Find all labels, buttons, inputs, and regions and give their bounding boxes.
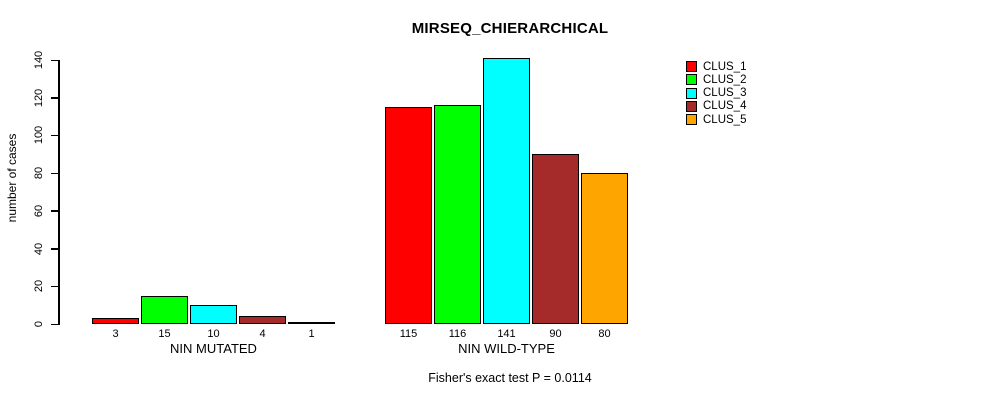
bar-value-label: 15 — [158, 328, 171, 340]
legend-item: CLUS_2 — [686, 73, 747, 86]
bar-clus_1 — [92, 318, 139, 324]
bar-value-label: 141 — [497, 328, 516, 340]
bar-label-row-1: 115 116 141 90 80 — [385, 328, 628, 340]
legend-label: CLUS_4 — [703, 100, 747, 113]
y-axis-tick — [51, 97, 59, 99]
bar-clus_5 — [288, 322, 335, 324]
bar-value-label: 90 — [549, 328, 562, 340]
fisher-test-annotation: Fisher's exact test P = 0.0114 — [428, 371, 592, 385]
y-axis-tick-label: 140 — [33, 50, 45, 70]
bar-value-label: 116 — [448, 328, 467, 340]
y-axis-tick-label: 100 — [33, 126, 45, 145]
legend-label: CLUS_2 — [703, 73, 747, 86]
legend-swatch — [686, 74, 697, 86]
bar-value-label: 80 — [598, 328, 611, 340]
x-group-label-mutated: NIN MUTATED — [170, 341, 257, 356]
y-axis-tick-label: 20 — [33, 280, 45, 293]
legend-swatch — [686, 87, 697, 99]
bar-clus_3 — [483, 58, 530, 324]
bar-clus_1 — [385, 107, 432, 324]
chart-title: MIRSEQ_CHIERARCHICAL — [411, 20, 609, 37]
y-axis-tick — [51, 285, 59, 288]
bar-label-row-0: 3 15 10 4 1 — [92, 328, 335, 340]
legend-label: CLUS_3 — [703, 87, 747, 100]
bar-value-label: 4 — [259, 328, 266, 340]
y-axis-tick — [51, 59, 59, 61]
y-axis-tick-label: 40 — [33, 242, 45, 255]
legend-label: CLUS_5 — [703, 113, 747, 126]
bar-value-label: 10 — [207, 328, 220, 340]
legend-item: CLUS_4 — [686, 100, 747, 113]
y-axis-tick — [51, 210, 59, 212]
legend-swatch — [686, 114, 697, 126]
legend-item: CLUS_3 — [686, 87, 747, 100]
y-axis-tick-label: 60 — [33, 204, 45, 217]
y-axis-tick — [51, 172, 59, 175]
legend: CLUS_1 CLUS_2 CLUS_3 CLUS_4 CLUS_5 — [686, 60, 747, 126]
y-axis-line — [58, 60, 60, 325]
bar-value-label: 1 — [308, 328, 315, 340]
bar-clus_2 — [434, 105, 481, 324]
bar-clus_4 — [239, 316, 286, 324]
x-group-label-wildtype: NIN WILD-TYPE — [458, 341, 555, 356]
y-axis-tick — [51, 323, 59, 325]
y-axis-tick-label: 0 — [33, 320, 45, 328]
bar-group-1 — [385, 58, 628, 324]
legend-item: CLUS_1 — [686, 60, 747, 73]
bar-value-label: 115 — [399, 328, 418, 340]
bar-clus_4 — [532, 154, 579, 324]
plot-area: 0 20 40 60 80 100 120 140 — [0, 51, 680, 328]
legend-label: CLUS_1 — [703, 60, 747, 73]
bar-value-label: 3 — [112, 328, 119, 340]
y-axis-tick-label: 80 — [33, 167, 45, 180]
y-axis-tick — [51, 248, 59, 250]
bar-group-0 — [92, 296, 335, 324]
bar-clus_2 — [141, 296, 188, 324]
y-axis-tick — [51, 134, 59, 137]
bar-clus_5 — [581, 173, 628, 324]
bar-clus_3 — [190, 305, 237, 324]
legend-item: CLUS_5 — [686, 113, 747, 126]
legend-swatch — [686, 61, 697, 72]
y-axis-tick-label: 120 — [33, 88, 45, 107]
legend-swatch — [686, 100, 697, 112]
